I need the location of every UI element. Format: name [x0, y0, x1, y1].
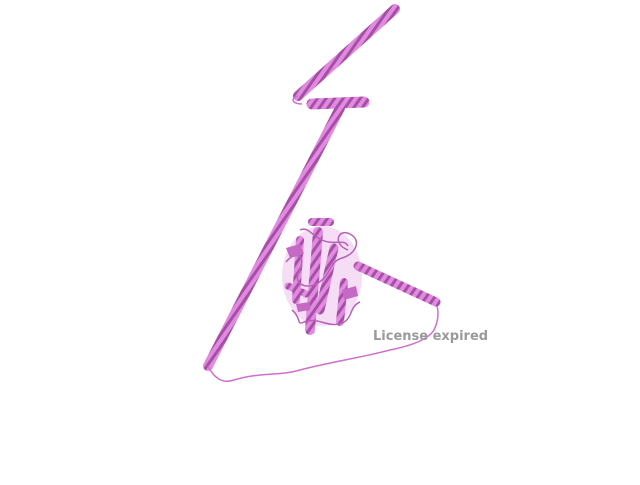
loop-bottom: [207, 301, 439, 382]
helix-horizontal: [306, 96, 370, 110]
license-watermark: License expired: [373, 329, 489, 344]
helix-top: [293, 4, 400, 101]
loop-top: [292, 95, 303, 105]
helix-long: [203, 103, 345, 371]
helix-right: [353, 261, 441, 307]
globular-domain: [282, 218, 362, 335]
